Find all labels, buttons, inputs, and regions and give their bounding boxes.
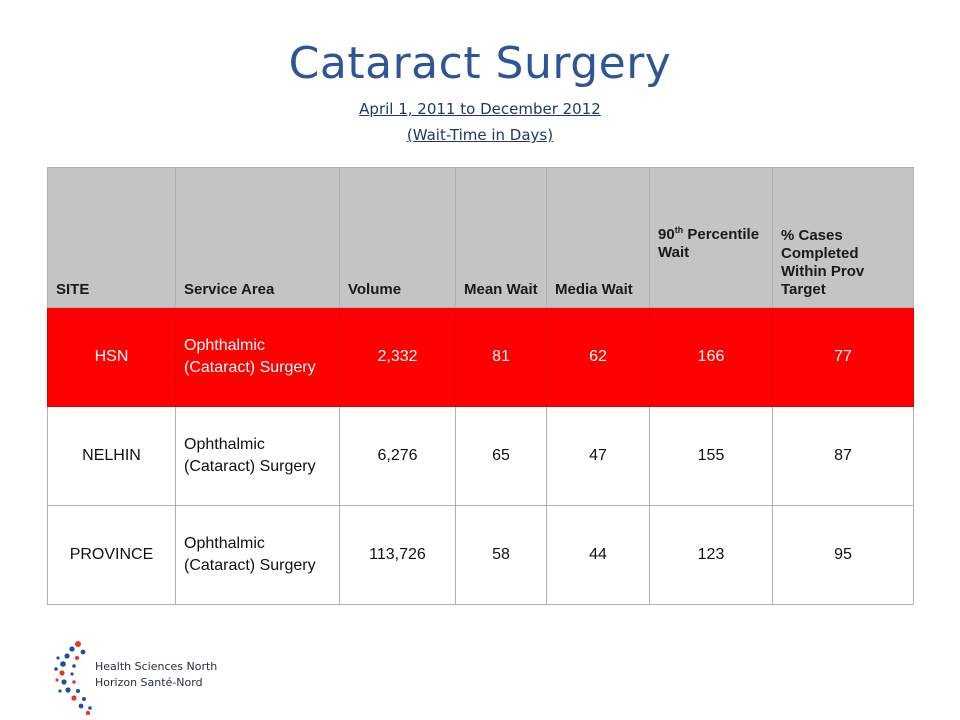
logo-dot [56,656,60,660]
date-range-subtitle: April 1, 2011 to December 2012 [359,100,601,118]
table-header-row: SITE Service Area Volume Mean Wait Media… [47,167,914,308]
cell-mean-wait: 81 [455,307,547,407]
logo-dot [54,667,58,671]
logo-dot [72,680,76,684]
cell-service-area: Ophthalmic (Cataract) Surgery [175,505,340,605]
logo-dot [78,703,84,709]
logo-dot [65,687,71,693]
wait-time-table: SITE Service Area Volume Mean Wait Media… [47,167,914,605]
table-row-province: PROVINCE Ophthalmic (Cataract) Surgery 1… [47,505,914,605]
logo-dot [59,670,65,676]
header-mean-wait: Mean Wait [455,167,547,308]
logo-dot [55,678,59,682]
logo-dot [58,689,62,693]
header-media-wait: Media Wait [546,167,650,308]
logo-dot [80,649,86,655]
logo-dot [75,641,81,647]
cell-volume: 2,332 [339,307,456,407]
cell-media-wait: 62 [546,307,650,407]
header-90th-sup: th [674,224,684,235]
cell-media-wait: 44 [546,505,650,605]
logo-name-french: Horizon Santé-Nord [95,676,203,689]
logo-dot [71,695,77,701]
table-row-hsn: HSN Ophthalmic (Cataract) Surgery 2,332 … [47,307,914,407]
cell-volume: 113,726 [339,505,456,605]
units-subtitle: (Wait-Time in Days) [406,126,554,144]
header-90th-number: 90 [658,225,675,243]
logo-dot [69,646,75,652]
logo-dot [72,664,76,668]
logo-dot [64,653,70,659]
cell-site: NELHIN [47,406,176,506]
page-title: Cataract Surgery [288,38,672,89]
cell-site: PROVINCE [47,505,176,605]
cell-site: HSN [47,307,176,407]
header-90th-percentile: 90th Percentile Wait [649,167,773,308]
logo-dot [70,672,74,676]
header-volume: Volume [339,167,456,308]
logo-name-english: Health Sciences North [95,660,218,673]
logo-dot [85,710,91,716]
cell-90th-percentile: 155 [649,406,773,506]
hsn-logo-icon [54,641,92,716]
header-pct-cases: % Cases Completed Within Prov Target [772,167,914,308]
cell-service-area: Ophthalmic (Cataract) Surgery [175,406,340,506]
cell-pct-cases: 77 [772,307,914,407]
cell-pct-cases: 87 [772,406,914,506]
logo-dot [76,689,80,693]
cell-90th-percentile: 166 [649,307,773,407]
cell-90th-percentile: 123 [649,505,773,605]
cell-service-area: Ophthalmic (Cataract) Surgery [175,307,340,407]
logo-dot [82,697,86,701]
logo-dot [60,661,66,667]
cell-mean-wait: 58 [455,505,547,605]
cell-mean-wait: 65 [455,406,547,506]
cell-media-wait: 47 [546,406,650,506]
logo-dot [88,706,92,710]
header-site: SITE [47,167,176,308]
table-row-nelhin: NELHIN Ophthalmic (Cataract) Surgery 6,2… [47,406,914,506]
cell-volume: 6,276 [339,406,456,506]
logo-dot [75,656,79,660]
header-service-area: Service Area [175,167,340,308]
logo-dot [61,679,67,685]
header-90th-rest: Percentile Wait [658,225,760,261]
cell-pct-cases: 95 [772,505,914,605]
